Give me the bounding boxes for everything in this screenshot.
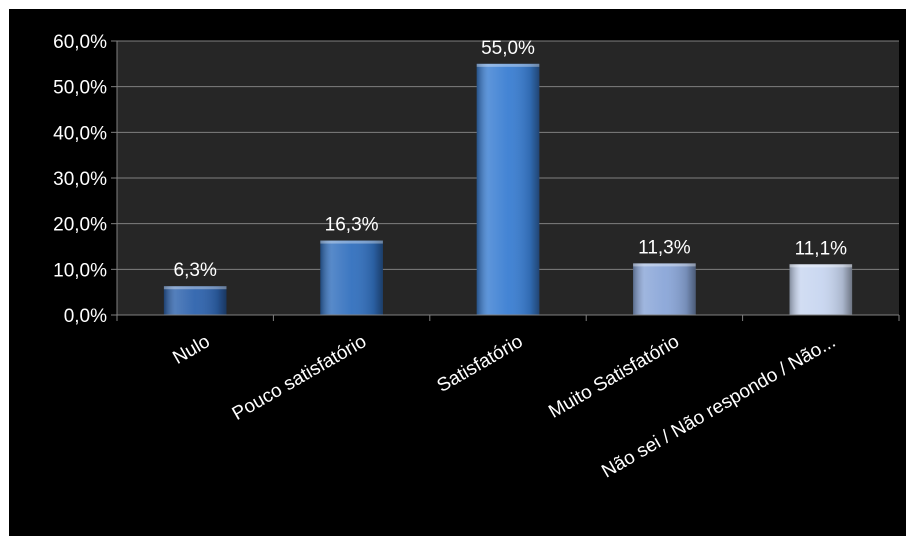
- x-tick-label: Satisfatório: [434, 331, 527, 397]
- bar-chart: 0,0% 10,0% 20,0% 30,0% 40,0% 50,0% 60,0% 6,3% 1…: [53, 32, 900, 482]
- y-tick-label: 50,0%: [53, 78, 107, 99]
- data-labels: 6,3% 16,3% 55,0% 11,3% 11,1%: [174, 38, 848, 281]
- x-tick-label: Nulo: [169, 331, 213, 369]
- bar-top-highlight: [789, 264, 853, 268]
- chart-frame: 0,0% 10,0% 20,0% 30,0% 40,0% 50,0% 60,0% 6,3% 1…: [9, 9, 906, 536]
- bar-shading: [320, 240, 383, 315]
- x-tick-label: Pouco satisfatório: [229, 331, 370, 425]
- bar-shading: [163, 286, 227, 315]
- bar-top-highlight: [476, 63, 540, 67]
- y-tick-label: 10,0%: [53, 260, 107, 281]
- data-label: 6,3%: [174, 260, 217, 281]
- y-tick-label: 30,0%: [53, 169, 107, 190]
- bar: [163, 286, 227, 315]
- y-axis: 0,0% 10,0% 20,0% 30,0% 40,0% 50,0% 60,0%: [53, 32, 118, 327]
- bar-shading: [476, 63, 540, 316]
- y-tick-label: 0,0%: [64, 306, 107, 327]
- data-label: 11,1%: [795, 238, 848, 259]
- bar: [320, 240, 383, 315]
- bar-top-highlight: [320, 240, 383, 244]
- bar-top-highlight: [633, 263, 696, 267]
- y-tick-label: 40,0%: [53, 123, 107, 144]
- bar: [633, 263, 696, 315]
- y-tick-label: 60,0%: [53, 32, 107, 53]
- x-tick-label: Muito Satisfatório: [545, 331, 683, 423]
- y-tick-label: 20,0%: [53, 215, 107, 236]
- bar-shading: [633, 263, 696, 315]
- x-axis: Nulo Pouco satisfatório Satisfatório Muito …: [116, 314, 900, 482]
- data-label: 11,3%: [638, 237, 691, 258]
- bar-shading: [789, 264, 853, 315]
- bars: [163, 63, 853, 316]
- bar: [476, 63, 540, 316]
- data-label: 16,3%: [325, 215, 379, 236]
- data-label: 55,0%: [481, 38, 535, 59]
- bar-top-highlight: [163, 286, 227, 290]
- bar: [789, 264, 853, 315]
